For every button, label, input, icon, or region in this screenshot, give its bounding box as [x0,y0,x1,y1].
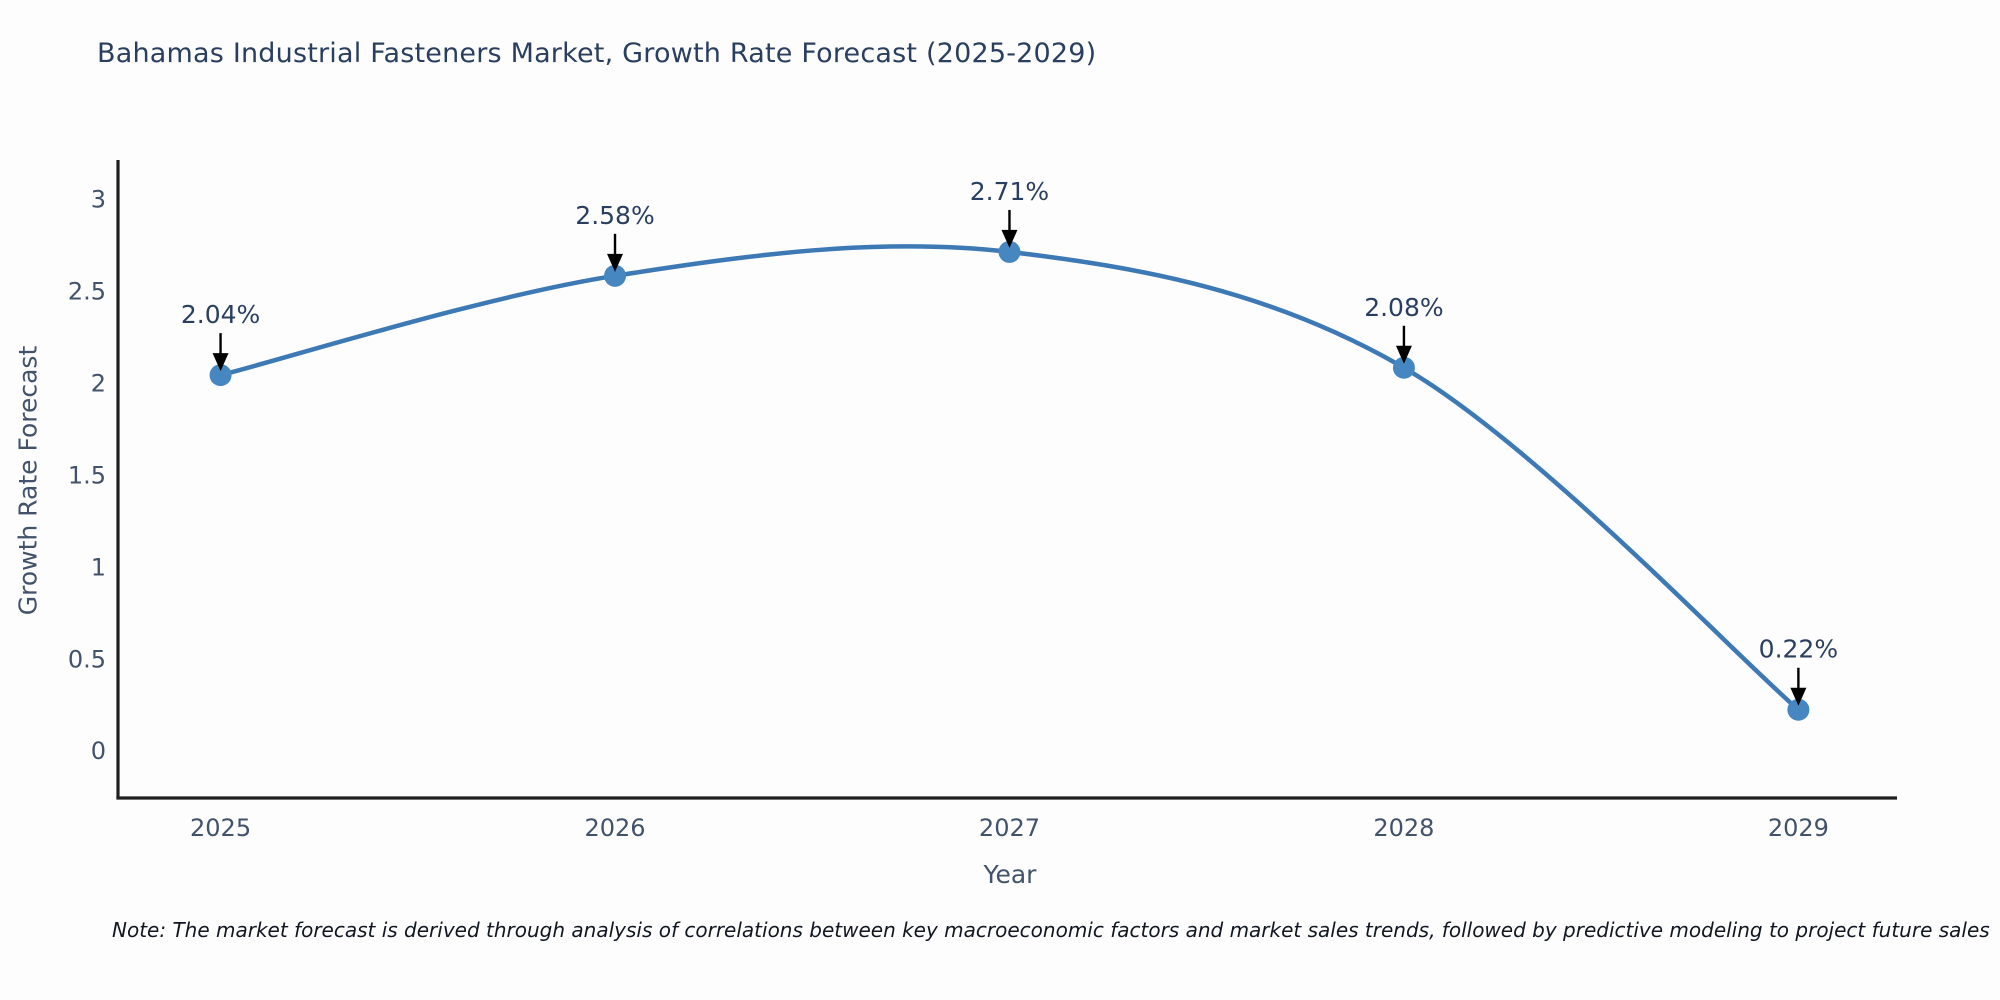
data-point-label: 2.58% [575,201,654,230]
y-tick-label: 0.5 [68,645,106,673]
x-tick-label: 2027 [979,814,1040,842]
data-point-label: 2.08% [1364,293,1443,322]
annotation-arrowhead-icon [1790,687,1807,706]
x-tick-label: 2029 [1768,814,1829,842]
annotation-arrowhead-icon [212,353,229,372]
data-point-marker[interactable] [1392,356,1415,379]
y-tick-label: 0 [91,737,106,765]
x-tick-label: 2028 [1373,814,1434,842]
data-point-label: 2.71% [970,177,1049,206]
data-point-marker[interactable] [209,364,232,387]
y-tick-label: 3 [91,186,106,214]
y-tick-label: 2 [91,369,106,397]
data-point-marker[interactable] [604,264,627,287]
data-point-label: 2.04% [181,300,260,329]
x-tick-label: 2025 [190,814,251,842]
forecast-line[interactable] [218,244,1801,712]
data-point-marker[interactable] [1787,698,1810,721]
y-tick-label: 2.5 [68,278,106,306]
x-axis-title: Year [983,860,1037,889]
x-tick-label: 2026 [584,814,645,842]
data-point-marker[interactable] [998,240,1021,263]
data-point-label: 0.22% [1759,635,1838,664]
chart-title: Bahamas Industrial Fasteners Market, Gro… [97,38,1097,69]
annotation-arrowhead-icon [1395,345,1412,364]
annotation-arrowhead-icon [607,253,624,272]
annotation-arrowhead-icon [1001,229,1018,248]
footnote: Note: The market forecast is derived thr… [112,918,1990,942]
y-tick-label: 1 [91,553,106,581]
y-tick-label: 1.5 [68,461,106,489]
